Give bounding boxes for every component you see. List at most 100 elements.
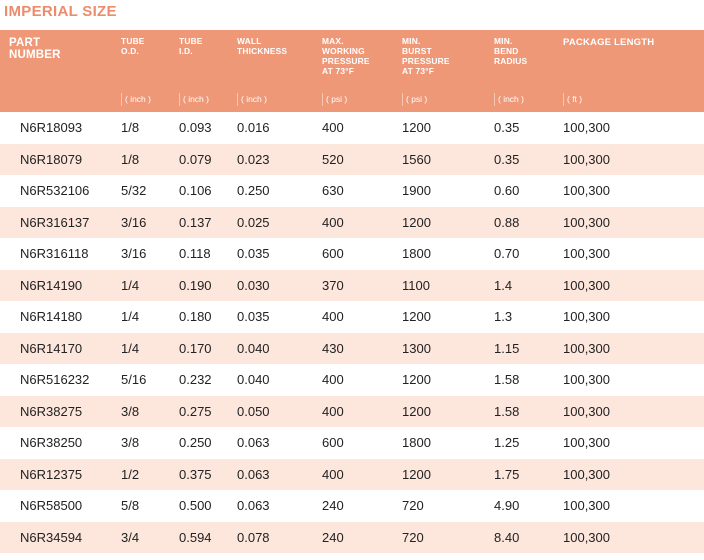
cell-max-working-pressure: 400	[314, 206, 394, 238]
unit-label: ( inch )	[179, 93, 209, 106]
header-wall-thickness: WALL THICKNESS	[229, 30, 314, 87]
header-tube-od: TUBE O.D.	[113, 30, 171, 87]
table-row: N6R14180 1/4 0.180 0.035 400 1200 1.3 100,300	[0, 301, 704, 333]
cell-min-bend-radius: 1.15	[486, 332, 555, 364]
table-row: N6R516232 5/16 0.232 0.040 400 1200 1.58 100,30…	[0, 364, 704, 396]
cell-part-number: N6R18079	[0, 143, 113, 175]
header-line: AT 73°F	[402, 66, 435, 76]
cell-tube-id: 0.118	[179, 246, 211, 262]
cell-max-working-pressure: 400	[322, 120, 344, 136]
cell-max-working-pressure: 400	[314, 458, 394, 490]
cell-max-working-pressure: 370	[314, 269, 394, 301]
cell-min-bend-radius: 1.25	[494, 435, 520, 451]
cell-part-number: N6R14180	[20, 309, 83, 325]
header-line: BEND	[494, 46, 519, 56]
cell-tube-id: 0.250	[179, 435, 212, 451]
cell-tube-id: 0.170	[171, 332, 229, 364]
cell-min-bend-radius: 0.88	[486, 206, 555, 238]
cell-part-number: N6R14190	[0, 269, 113, 301]
cell-package-length: 100,300	[555, 395, 704, 427]
table-row: N6R18093 1/8 0.093 0.016 400 1200 0.35 100,300	[0, 112, 704, 144]
table-row: N6R58500 5/8 0.500 0.063 240 720 4.90 100,300	[0, 490, 704, 522]
cell-tube-id: 0.594	[171, 521, 229, 553]
header-line: THICKNESS	[237, 46, 288, 56]
cell-part-number: N6R58500	[20, 498, 83, 514]
cell-tube-od: 1/4	[121, 309, 140, 325]
unit-label: ( psi )	[322, 93, 347, 106]
cell-min-bend-radius: 1.58	[486, 395, 555, 427]
cell-package-length: 100,300	[555, 269, 704, 301]
cell-max-working-pressure: 430	[314, 332, 394, 364]
unit-label: ( ft )	[563, 93, 582, 106]
cell-part-number: N6R316137	[0, 206, 113, 238]
cell-part-number: N6R12375	[0, 458, 113, 490]
header-line: MIN.	[494, 36, 513, 46]
cell-part-number: N6R38250	[20, 435, 83, 451]
header-line: RADIUS	[494, 56, 528, 66]
cell-min-bend-radius: 0.35	[486, 143, 555, 175]
cell-part-number: N6R316118	[20, 246, 89, 262]
cell-tube-od: 3/8	[121, 435, 140, 451]
cell-min-burst-pressure: 1300	[394, 332, 486, 364]
cell-min-burst-pressure: 1200	[402, 309, 431, 325]
cell-min-burst-pressure: 1200	[394, 458, 486, 490]
table-row: N6R18079 1/8 0.079 0.023 520 1560 0.35 100,300	[0, 143, 704, 175]
cell-tube-od: 1/8	[113, 143, 171, 175]
table-title: IMPERIAL SIZE	[4, 3, 117, 20]
cell-tube-od: 3/8	[113, 395, 171, 427]
cell-min-bend-radius: 1.75	[486, 458, 555, 490]
cell-package-length: 100,300	[563, 309, 610, 325]
cell-wall-thickness: 0.040	[237, 372, 270, 388]
cell-part-number: N6R38275	[0, 395, 113, 427]
table-row: N6R12375 1/2 0.375 0.063 400 1200 1.75 100,300	[0, 458, 704, 490]
header-min-burst-pressure: MIN. BURST PRESSURE AT 73°F	[394, 30, 486, 87]
cell-tube-od: 3/16	[113, 206, 171, 238]
header-line: MAX.	[322, 36, 344, 46]
cell-min-bend-radius: 1.3	[494, 309, 513, 325]
unit-label: ( inch )	[494, 93, 524, 106]
cell-wall-thickness: 0.035	[237, 246, 270, 262]
cell-max-working-pressure: 520	[314, 143, 394, 175]
cell-wall-thickness: 0.250	[237, 183, 270, 199]
unit-max-working-pressure: ( psi )	[314, 87, 394, 112]
cell-min-burst-pressure: 1800	[402, 435, 431, 451]
cell-min-burst-pressure: 1200	[402, 120, 431, 136]
cell-package-length: 100,300	[563, 246, 610, 262]
cell-wall-thickness: 0.030	[229, 269, 314, 301]
header-line: WORKING	[322, 46, 365, 56]
specifications-table: PART NUMBER TUBE O.D. TUBE I.D. WALL THICKNESS M…	[0, 30, 704, 553]
header-line: WALL	[237, 36, 262, 46]
cell-max-working-pressure: 600	[322, 246, 344, 262]
cell-min-bend-radius: 1.4	[486, 269, 555, 301]
header-line: TUBE	[121, 36, 145, 46]
cell-tube-od: 5/8	[121, 498, 140, 514]
cell-package-length: 100,300	[563, 183, 610, 199]
cell-min-bend-radius: 8.40	[486, 521, 555, 553]
header-package-length: PACKAGE LENGTH	[555, 30, 704, 87]
cell-min-bend-radius: 0.60	[494, 183, 520, 199]
cell-min-burst-pressure: 1200	[394, 395, 486, 427]
cell-tube-id: 0.500	[179, 498, 212, 514]
table-row: N6R532106 5/32 0.106 0.250 630 1900 0.60 100,30…	[0, 175, 704, 207]
unit-min-burst-pressure: ( psi )	[394, 87, 486, 112]
cell-max-working-pressure: 240	[322, 498, 344, 514]
header-line: TUBE	[179, 36, 203, 46]
cell-tube-od: 1/8	[121, 120, 140, 136]
cell-max-working-pressure: 600	[322, 435, 344, 451]
table-row: N6R316118 3/16 0.118 0.035 600 1800 0.70 100,30…	[0, 238, 704, 270]
header-max-working-pressure: MAX. WORKING PRESSURE AT 73°F	[314, 30, 394, 87]
table-body: N6R18093 1/8 0.093 0.016 400 1200 0.35 100,300 N…	[0, 112, 704, 553]
cell-tube-od: 1/4	[113, 269, 171, 301]
cell-tube-id: 0.137	[171, 206, 229, 238]
cell-tube-id: 0.275	[171, 395, 229, 427]
cell-tube-od: 1/4	[113, 332, 171, 364]
table-row: N6R34594 3/4 0.594 0.078 240 720 8.40 100,300	[0, 521, 704, 553]
cell-package-length: 100,300	[563, 435, 610, 451]
table-row: N6R38275 3/8 0.275 0.050 400 1200 1.58 100,300	[0, 395, 704, 427]
cell-part-number: N6R516232	[20, 372, 90, 388]
header-line: PACKAGE LENGTH	[563, 37, 655, 48]
cell-max-working-pressure: 630	[322, 183, 344, 199]
cell-tube-od: 3/4	[113, 521, 171, 553]
cell-min-burst-pressure: 1800	[402, 246, 431, 262]
cell-min-burst-pressure: 1560	[394, 143, 486, 175]
